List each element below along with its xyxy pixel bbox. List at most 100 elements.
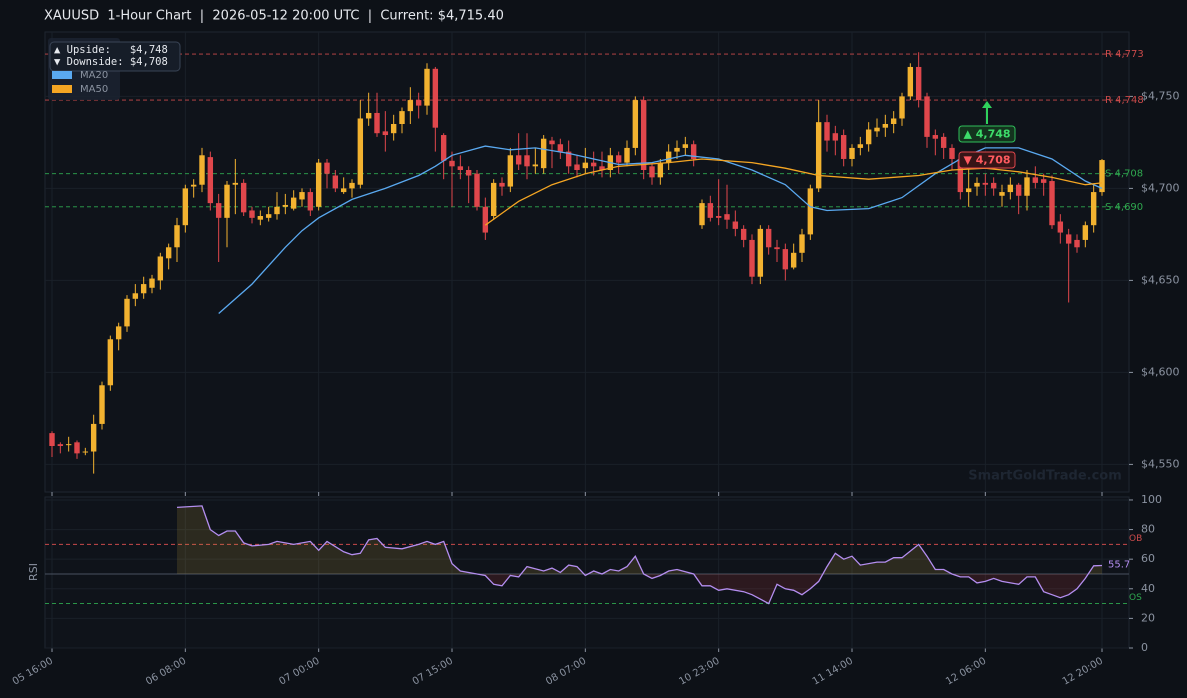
rsi-overbought-label: OB — [1129, 534, 1142, 544]
candle-body — [382, 131, 389, 136]
candle-body — [482, 206, 489, 233]
candle-body — [132, 293, 139, 299]
candle-body — [807, 188, 814, 235]
candle-body — [265, 214, 272, 218]
info-downside: ▼ Downside: $4,708 — [54, 56, 168, 68]
rsi-y-tick-label: 60 — [1141, 552, 1155, 565]
candle-body — [1049, 181, 1055, 226]
candle-body — [540, 138, 547, 169]
candle-body — [315, 162, 322, 207]
candle-body — [90, 423, 97, 452]
candle-body — [515, 155, 522, 165]
candle-body — [790, 252, 797, 268]
level-label: R 4,773 — [1105, 49, 1144, 60]
candle-body — [549, 140, 555, 145]
candle-body — [107, 339, 114, 386]
y-tick-label: $4,550 — [1141, 457, 1180, 470]
candle-body — [890, 118, 897, 124]
rsi-fill-above — [177, 505, 1102, 574]
y-tick-label: $4,700 — [1141, 181, 1180, 194]
candle-body — [57, 444, 64, 446]
candle-body — [699, 203, 705, 226]
rsi-y-tick-label: 80 — [1141, 523, 1155, 536]
candle-body — [507, 155, 514, 187]
marks — [49, 52, 1105, 605]
candle-body — [1024, 177, 1030, 196]
candle-body — [524, 155, 530, 167]
candle-body — [940, 136, 947, 148]
candle-body — [207, 157, 214, 204]
rsi-y-tick-label: 100 — [1141, 493, 1162, 506]
candle-body — [932, 135, 939, 139]
candle-body — [415, 100, 422, 106]
rsi-y-tick-label: 40 — [1141, 582, 1155, 595]
candle-body — [457, 166, 464, 170]
candle-body — [857, 144, 864, 148]
candle-body — [832, 133, 839, 141]
upside-badge — [958, 125, 1016, 143]
candle-body — [565, 151, 572, 167]
candle-body — [124, 298, 130, 327]
rsi-axis-label: RSI — [27, 563, 40, 581]
candle-body — [924, 96, 930, 137]
candle-body — [1065, 234, 1072, 244]
candle-body — [424, 68, 430, 106]
candle-body — [824, 122, 830, 141]
rsi-y-tick-label: 0 — [1141, 641, 1148, 654]
candle-body — [1074, 239, 1080, 248]
y-tick-label: $4,750 — [1141, 89, 1180, 102]
candle-body — [1015, 184, 1022, 196]
candle-body — [490, 182, 497, 216]
candle-body — [224, 184, 230, 218]
candle-body — [907, 66, 914, 97]
chart-title: XAUUSD 1-Hour Chart | 2026-05-12 20:00 U… — [44, 9, 504, 24]
candle-body — [407, 100, 414, 112]
candle-body — [99, 385, 105, 424]
candle-body — [349, 182, 355, 189]
candle-body — [290, 197, 297, 209]
candle-body — [240, 182, 247, 213]
candle-body — [140, 284, 147, 294]
candle-body — [324, 162, 330, 174]
candle-body — [474, 173, 480, 207]
candle-body — [640, 100, 647, 170]
candle-body — [715, 216, 722, 218]
price-panel — [44, 31, 1130, 493]
candle-body — [557, 144, 564, 152]
legend-swatch — [52, 85, 72, 93]
candle-body — [665, 151, 672, 163]
candle-body — [724, 214, 730, 220]
legend-swatch — [52, 71, 72, 79]
candle-body — [390, 124, 397, 134]
candle-body — [199, 155, 205, 185]
candle-body — [799, 234, 805, 253]
candle-body — [440, 135, 447, 161]
candle-body — [365, 112, 372, 119]
rsi-oversold-label: OS — [1129, 593, 1142, 603]
level-label: R 4,748 — [1105, 95, 1144, 106]
candle-body — [990, 182, 997, 189]
candle-body — [674, 147, 680, 152]
candle-body — [782, 249, 789, 270]
candle-body — [215, 203, 222, 218]
candle-body — [307, 192, 314, 211]
candle-body — [282, 204, 289, 207]
candle-body — [1090, 192, 1097, 226]
candle-body — [707, 203, 714, 218]
candle-body — [740, 228, 747, 240]
candle-body — [49, 433, 55, 446]
candle-body — [949, 147, 955, 159]
legend-label: MA50 — [80, 84, 108, 95]
candle-body — [299, 192, 305, 200]
legend-label: MA20 — [80, 70, 108, 81]
candle-body — [882, 124, 889, 128]
y-tick-label: $4,650 — [1141, 273, 1180, 286]
watermark: SmartGoldTrade.com — [968, 469, 1122, 484]
candle-body — [757, 228, 764, 277]
candle-body — [190, 184, 197, 187]
candle-body — [74, 442, 80, 454]
downside-badge — [958, 151, 1016, 169]
candle-body — [915, 66, 922, 101]
candle-body — [82, 451, 89, 453]
rsi-last-value: 55.7 — [1108, 560, 1130, 571]
